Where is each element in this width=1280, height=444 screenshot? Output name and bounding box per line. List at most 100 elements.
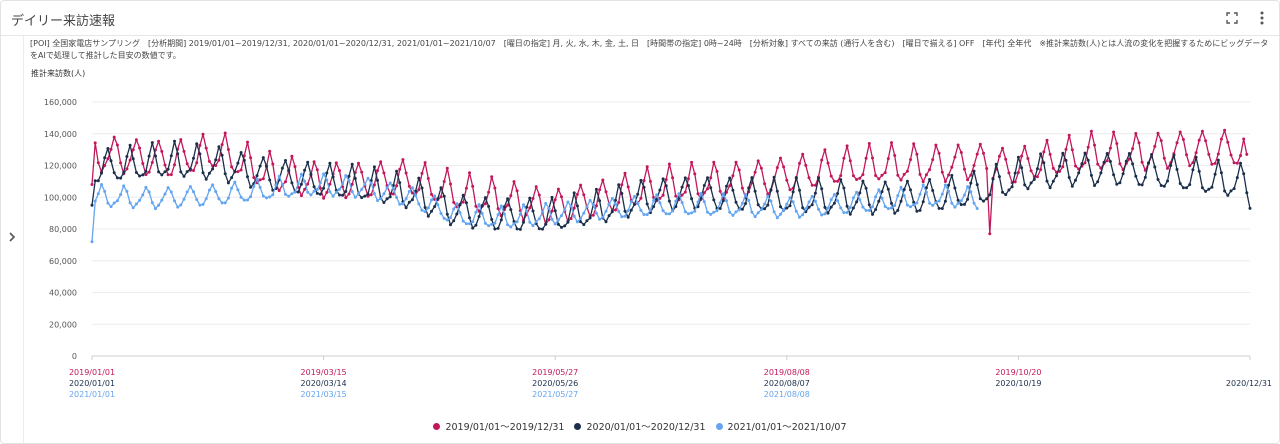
series-1-point	[832, 179, 836, 183]
series-3-point	[391, 187, 395, 190]
series-2-point	[528, 196, 532, 200]
side-collapse-bar[interactable]	[1, 36, 24, 443]
series-2-point	[226, 181, 230, 185]
series-3-point	[157, 203, 161, 207]
series-3-point	[918, 192, 922, 196]
series-3-point	[928, 201, 932, 205]
series-1-point	[972, 164, 976, 167]
chevron-right-icon[interactable]	[5, 229, 19, 245]
legend-item-2[interactable]: 2020/01/01～2020/12/31	[574, 419, 706, 433]
series-3-point	[528, 220, 532, 224]
series-3-point	[728, 210, 732, 214]
series-3-point	[293, 190, 297, 194]
series-2-point	[1039, 152, 1043, 156]
series-2-point	[721, 199, 725, 203]
series-1-point	[312, 160, 316, 164]
series-3-point	[290, 192, 294, 196]
series-2-point	[1245, 191, 1249, 195]
series-2-point	[1156, 178, 1160, 181]
series-3-point	[496, 213, 500, 217]
series-2-point	[1026, 187, 1030, 191]
series-1-point	[290, 154, 294, 158]
y-tick-label: 20,000	[49, 320, 77, 329]
series-3-point	[303, 179, 307, 183]
series-1-point	[166, 173, 170, 177]
series-3-point	[315, 188, 319, 191]
series-2-point	[93, 179, 97, 183]
series-2-point	[1080, 162, 1084, 166]
series-3-point	[905, 203, 909, 207]
series-3-point	[645, 213, 649, 217]
series-3-point	[363, 182, 367, 186]
series-3-point	[318, 181, 322, 185]
x-tick-label: 2019/01/01	[69, 368, 115, 377]
series-3-point	[820, 213, 824, 217]
series-1-point	[1083, 161, 1087, 165]
series-1-point	[1204, 139, 1208, 143]
series-2-point	[623, 209, 627, 213]
series-1-point	[1188, 164, 1192, 168]
series-2-point	[239, 151, 243, 154]
series-1-point	[249, 156, 253, 160]
chart-legend: 2019/01/01～2019/12/31 2020/01/01～2020/12/…	[0, 419, 1280, 433]
series-3-point	[493, 221, 497, 225]
series-2-point	[1051, 179, 1055, 183]
series-2-point	[832, 201, 836, 205]
series-3-line	[91, 173, 978, 242]
series-1-point	[404, 171, 408, 175]
series-3-point	[306, 190, 310, 194]
series-2-point	[1175, 167, 1179, 171]
series-1-point	[950, 165, 954, 169]
series-2-point	[166, 167, 170, 171]
series-3-point	[506, 223, 510, 227]
series-2-point	[896, 208, 900, 212]
series-3-point	[737, 208, 741, 212]
series-3-point	[633, 194, 636, 198]
series-3-point	[861, 205, 865, 209]
series-2-point	[779, 205, 782, 209]
series-3-point	[690, 211, 694, 215]
series-3-point	[280, 182, 284, 186]
series-1-point	[426, 177, 430, 180]
series-1-point	[871, 156, 874, 160]
series-3-point	[312, 189, 316, 193]
series-2-point	[1147, 161, 1150, 165]
series-2-point	[410, 198, 414, 202]
series-1-point	[1156, 131, 1160, 135]
series-1-point	[372, 183, 376, 187]
series-1-point	[858, 176, 862, 180]
series-3-point	[198, 203, 202, 207]
series-2-point	[131, 157, 135, 161]
series-3-point	[604, 209, 608, 213]
series-1-point	[474, 204, 478, 208]
series-2-point	[109, 159, 113, 163]
series-1-point	[978, 142, 982, 146]
series-2-point	[975, 183, 979, 187]
series-3-point	[636, 201, 640, 205]
series-3-point	[798, 215, 801, 219]
series-1-point	[1064, 147, 1068, 151]
series-2-point	[100, 171, 103, 175]
series-1-point	[1039, 168, 1043, 172]
legend-item-3[interactable]: 2021/01/01～2021/10/07	[715, 419, 847, 433]
series-3-point	[943, 183, 947, 187]
series-3-point	[544, 201, 548, 205]
fullscreen-icon[interactable]	[1223, 9, 1241, 27]
series-2-point	[1058, 164, 1062, 168]
series-2-point	[633, 202, 636, 206]
series-2-point	[112, 171, 116, 175]
legend-item-1[interactable]: 2019/01/01～2019/12/31	[433, 419, 564, 433]
series-2-point	[880, 190, 884, 194]
series-2-point	[769, 188, 773, 192]
x-tick-label: 2019/10/20	[995, 368, 1041, 377]
series-3-point	[740, 201, 744, 205]
series-1-point	[325, 190, 329, 194]
series-1-point	[138, 146, 142, 150]
series-3-point	[331, 194, 335, 198]
series-1-point	[423, 161, 427, 165]
series-3-point	[966, 185, 970, 189]
series-3-point	[369, 181, 373, 185]
series-2-point	[991, 177, 995, 181]
more-vert-icon[interactable]	[1253, 9, 1271, 27]
series-2-point	[290, 181, 294, 185]
